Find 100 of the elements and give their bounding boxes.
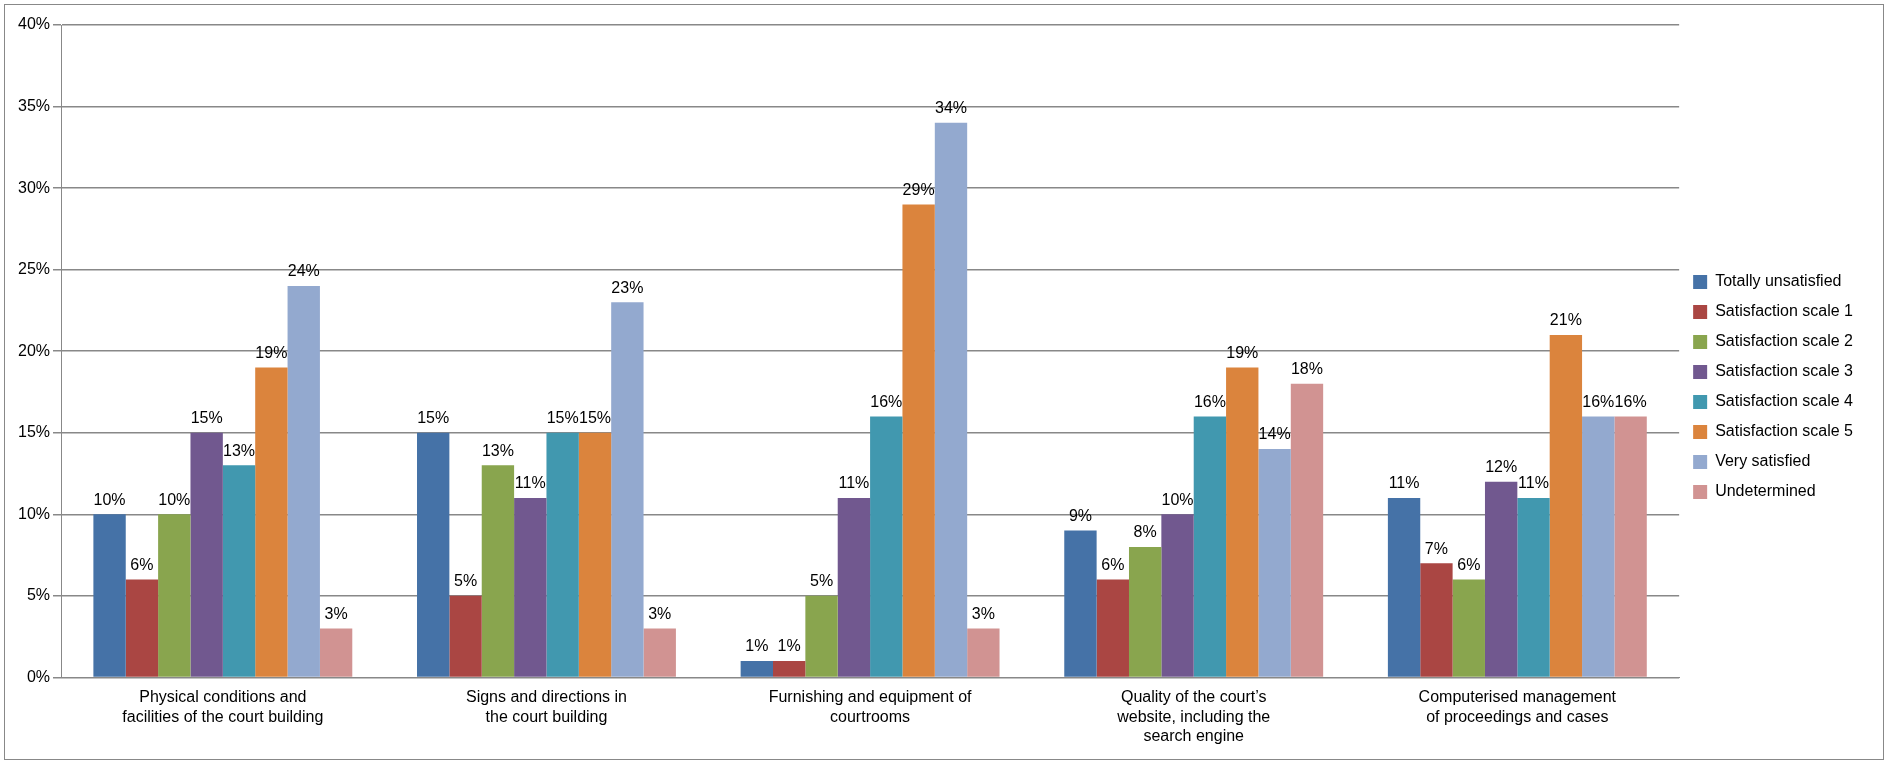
y-tick-label: 20% bbox=[17, 341, 51, 359]
bar bbox=[578, 432, 612, 677]
legend-label: Satisfaction scale 3 bbox=[1715, 362, 1854, 380]
bar bbox=[158, 514, 191, 677]
data-label: 24% bbox=[287, 262, 320, 280]
bar bbox=[125, 579, 159, 677]
x-tick-label: Quality of the court’s website, including the search engine bbox=[1116, 688, 1271, 744]
data-label: 3% bbox=[971, 604, 995, 622]
legend-label: Very satisfied bbox=[1715, 452, 1811, 470]
bar bbox=[740, 661, 773, 677]
data-label: 12% bbox=[1485, 458, 1518, 476]
data-label: 16% bbox=[870, 392, 903, 410]
data-label: 21% bbox=[1549, 311, 1582, 329]
data-label: 11% bbox=[838, 474, 870, 492]
y-tick-label: 10% bbox=[17, 504, 51, 522]
data-label: 13% bbox=[481, 441, 514, 459]
y-tick-label: 35% bbox=[17, 96, 51, 114]
data-label: 6% bbox=[1101, 555, 1125, 573]
bar bbox=[805, 595, 838, 677]
y-tick-label: 30% bbox=[17, 178, 51, 196]
legend-label: Satisfaction scale 5 bbox=[1715, 422, 1854, 440]
data-label: 23% bbox=[611, 278, 644, 296]
data-label: 10% bbox=[1161, 490, 1194, 508]
data-label: 3% bbox=[324, 604, 348, 622]
data-label: 15% bbox=[546, 409, 579, 427]
y-tick-label: 5% bbox=[26, 586, 51, 604]
x-tick-label: Computerised management of proceedings and cases bbox=[1418, 688, 1617, 725]
y-tick-label: 25% bbox=[17, 260, 51, 278]
data-label: 8% bbox=[1133, 523, 1157, 541]
bar bbox=[643, 628, 676, 677]
bar bbox=[255, 367, 288, 677]
y-tick-label: 15% bbox=[17, 423, 51, 441]
bar bbox=[934, 122, 968, 677]
bar bbox=[1064, 530, 1097, 677]
bar bbox=[870, 416, 903, 677]
bar bbox=[449, 595, 482, 677]
bar bbox=[417, 432, 450, 677]
data-label: 10% bbox=[93, 490, 126, 508]
data-label: 6% bbox=[130, 555, 154, 573]
bar bbox=[190, 432, 223, 677]
bar bbox=[1258, 449, 1291, 677]
data-label: 15% bbox=[578, 409, 612, 427]
data-label: 5% bbox=[809, 572, 834, 590]
data-label: 7% bbox=[1424, 539, 1448, 557]
bar bbox=[611, 302, 644, 677]
y-tick-label: 40% bbox=[17, 15, 51, 33]
bar bbox=[546, 432, 579, 677]
bar bbox=[222, 465, 256, 677]
bar bbox=[93, 514, 126, 677]
data-label: 16% bbox=[1193, 392, 1226, 410]
bar bbox=[902, 204, 935, 677]
bar bbox=[1420, 563, 1453, 677]
bar bbox=[1387, 497, 1421, 677]
bar bbox=[1290, 383, 1324, 677]
data-label: 34% bbox=[934, 99, 968, 117]
data-label: 11% bbox=[1388, 474, 1420, 492]
y-tick-label: 0% bbox=[26, 667, 51, 685]
bar bbox=[967, 628, 1000, 677]
bar bbox=[287, 285, 320, 677]
x-tick-label: Furnishing and equipment of courtrooms bbox=[768, 688, 973, 725]
data-label: 16% bbox=[1582, 392, 1615, 410]
bar bbox=[837, 497, 871, 677]
data-label: 29% bbox=[902, 180, 935, 198]
data-label: 11% bbox=[1518, 474, 1549, 492]
data-label: 5% bbox=[453, 572, 478, 590]
bar bbox=[773, 661, 806, 677]
data-label: 1% bbox=[777, 637, 801, 655]
bar bbox=[1452, 579, 1485, 677]
data-label: 13% bbox=[223, 441, 256, 459]
bar bbox=[1226, 367, 1259, 677]
bar bbox=[1161, 514, 1194, 677]
data-label: 9% bbox=[1068, 507, 1092, 525]
data-label: 18% bbox=[1290, 360, 1323, 378]
data-label: 6% bbox=[1457, 555, 1481, 573]
x-tick-label: Physical conditions and facilities of the court building bbox=[122, 688, 324, 725]
legend-label: Satisfaction scale 2 bbox=[1715, 332, 1854, 350]
data-label: 19% bbox=[1226, 343, 1259, 361]
bar bbox=[514, 497, 547, 677]
data-label: 10% bbox=[158, 490, 191, 508]
bar bbox=[1128, 546, 1162, 677]
data-label: 11% bbox=[514, 474, 546, 492]
legend-label: Totally unsatisfied bbox=[1715, 272, 1842, 290]
data-label: 19% bbox=[255, 343, 288, 361]
bar bbox=[1096, 579, 1129, 677]
legend-label: Undetermined bbox=[1715, 482, 1816, 500]
data-label: 14% bbox=[1258, 425, 1291, 443]
legend-label: Satisfaction scale 1 bbox=[1715, 302, 1854, 320]
bar bbox=[1517, 497, 1550, 677]
bar bbox=[1582, 416, 1615, 677]
data-label: 15% bbox=[190, 409, 223, 427]
data-label: 16% bbox=[1614, 392, 1647, 410]
bar bbox=[1484, 481, 1518, 677]
bar bbox=[1614, 416, 1647, 677]
data-label: 1% bbox=[745, 637, 769, 655]
bar bbox=[481, 465, 515, 677]
bar bbox=[1193, 416, 1227, 677]
data-label: 3% bbox=[648, 604, 672, 622]
bar bbox=[1549, 334, 1583, 677]
legend-label: Satisfaction scale 4 bbox=[1715, 392, 1854, 410]
x-tick-label: Signs and directions in the court building bbox=[465, 688, 627, 725]
